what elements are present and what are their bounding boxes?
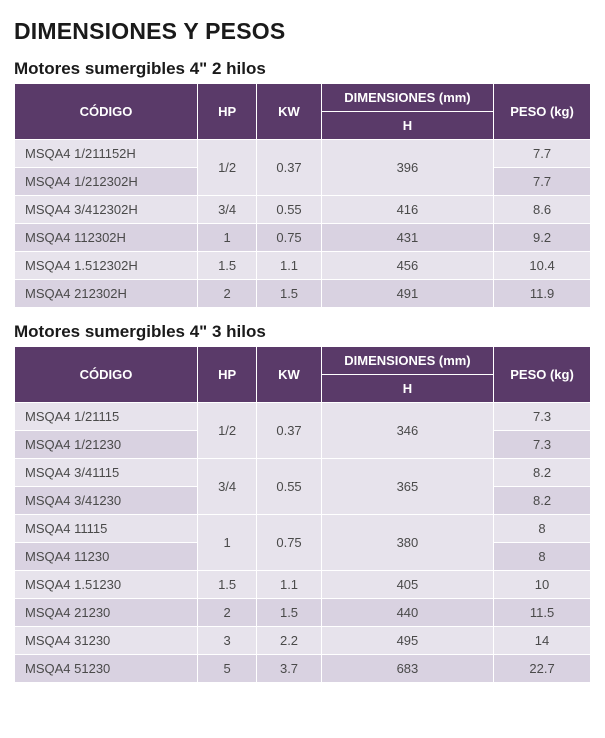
table-row: MSQA4 3/411153/40.553658.2: [15, 459, 591, 487]
cell: 495: [321, 627, 493, 655]
cell: 22.7: [494, 655, 591, 683]
cell: 10: [494, 571, 591, 599]
cell: MSQA4 11115: [15, 515, 198, 543]
cell: 7.3: [494, 431, 591, 459]
column-header: CÓDIGO: [15, 347, 198, 403]
cell: MSQA4 3/41230: [15, 487, 198, 515]
cell: MSQA4 31230: [15, 627, 198, 655]
spec-table: CÓDIGOHPKWDIMENSIONES (mm)PESO (kg)HMSQA…: [14, 83, 591, 308]
cell: MSQA4 3/412302H: [15, 196, 198, 224]
cell: 7.3: [494, 403, 591, 431]
cell: 5: [198, 655, 257, 683]
table-row: MSQA4 112302H10.754319.2: [15, 224, 591, 252]
section-title: Motores sumergibles 4" 2 hilos: [14, 59, 591, 79]
cell: 0.75: [257, 224, 322, 252]
cell: 491: [321, 280, 493, 308]
cell: 2: [198, 599, 257, 627]
spec-table: CÓDIGOHPKWDIMENSIONES (mm)PESO (kg)HMSQA…: [14, 346, 591, 683]
cell: 1: [198, 224, 257, 252]
cell: 8.6: [494, 196, 591, 224]
cell: 8.2: [494, 459, 591, 487]
cell: MSQA4 1/21115: [15, 403, 198, 431]
cell: MSQA4 3/41115: [15, 459, 198, 487]
column-header: DIMENSIONES (mm): [321, 347, 493, 375]
cell: 0.75: [257, 515, 322, 571]
cell: 3/4: [198, 459, 257, 515]
cell: 365: [321, 459, 493, 515]
cell: 8.2: [494, 487, 591, 515]
cell: 0.55: [257, 196, 322, 224]
cell: 1/2: [198, 140, 257, 196]
cell: 431: [321, 224, 493, 252]
column-header: H: [321, 375, 493, 403]
cell: 3: [198, 627, 257, 655]
cell: 11.5: [494, 599, 591, 627]
column-header: KW: [257, 84, 322, 140]
cell: MSQA4 11230: [15, 543, 198, 571]
section-title: Motores sumergibles 4" 3 hilos: [14, 322, 591, 342]
cell: 1.5: [257, 280, 322, 308]
cell: MSQA4 1/211152H: [15, 140, 198, 168]
cell: 1.1: [257, 252, 322, 280]
table-row: MSQA4 3/412302H3/40.554168.6: [15, 196, 591, 224]
cell: 396: [321, 140, 493, 196]
table-row: MSQA4 5123053.768322.7: [15, 655, 591, 683]
cell: 10.4: [494, 252, 591, 280]
cell: 346: [321, 403, 493, 459]
cell: 8: [494, 543, 591, 571]
cell: 8: [494, 515, 591, 543]
page-title: DIMENSIONES Y PESOS: [14, 18, 591, 45]
table-row: MSQA4 1.512302H1.51.145610.4: [15, 252, 591, 280]
cell: MSQA4 51230: [15, 655, 198, 683]
cell: MSQA4 1/21230: [15, 431, 198, 459]
table-row: MSQA4 1111510.753808: [15, 515, 591, 543]
cell: 1/2: [198, 403, 257, 459]
table-row: MSQA4 212302H21.549111.9: [15, 280, 591, 308]
cell: 2.2: [257, 627, 322, 655]
column-header: DIMENSIONES (mm): [321, 84, 493, 112]
cell: 416: [321, 196, 493, 224]
cell: 1.5: [257, 599, 322, 627]
cell: 2: [198, 280, 257, 308]
cell: MSQA4 112302H: [15, 224, 198, 252]
cell: 14: [494, 627, 591, 655]
column-header: HP: [198, 84, 257, 140]
cell: 7.7: [494, 168, 591, 196]
cell: 0.37: [257, 403, 322, 459]
cell: 7.7: [494, 140, 591, 168]
column-header: PESO (kg): [494, 347, 591, 403]
cell: 1.5: [198, 571, 257, 599]
cell: 683: [321, 655, 493, 683]
cell: MSQA4 1.51230: [15, 571, 198, 599]
cell: MSQA4 212302H: [15, 280, 198, 308]
cell: 440: [321, 599, 493, 627]
table-row: MSQA4 1/211152H1/20.373967.7: [15, 140, 591, 168]
cell: MSQA4 1/212302H: [15, 168, 198, 196]
cell: 11.9: [494, 280, 591, 308]
cell: MSQA4 1.512302H: [15, 252, 198, 280]
column-header: PESO (kg): [494, 84, 591, 140]
cell: 456: [321, 252, 493, 280]
table-row: MSQA4 1.512301.51.140510: [15, 571, 591, 599]
tables-container: Motores sumergibles 4" 2 hilosCÓDIGOHPKW…: [14, 59, 591, 683]
cell: 405: [321, 571, 493, 599]
cell: 3.7: [257, 655, 322, 683]
column-header: HP: [198, 347, 257, 403]
cell: 0.37: [257, 140, 322, 196]
cell: MSQA4 21230: [15, 599, 198, 627]
table-row: MSQA4 1/211151/20.373467.3: [15, 403, 591, 431]
cell: 1.5: [198, 252, 257, 280]
cell: 3/4: [198, 196, 257, 224]
cell: 1.1: [257, 571, 322, 599]
cell: 0.55: [257, 459, 322, 515]
column-header: CÓDIGO: [15, 84, 198, 140]
cell: 9.2: [494, 224, 591, 252]
table-row: MSQA4 3123032.249514: [15, 627, 591, 655]
cell: 380: [321, 515, 493, 571]
column-header: KW: [257, 347, 322, 403]
table-row: MSQA4 2123021.544011.5: [15, 599, 591, 627]
column-header: H: [321, 112, 493, 140]
cell: 1: [198, 515, 257, 571]
